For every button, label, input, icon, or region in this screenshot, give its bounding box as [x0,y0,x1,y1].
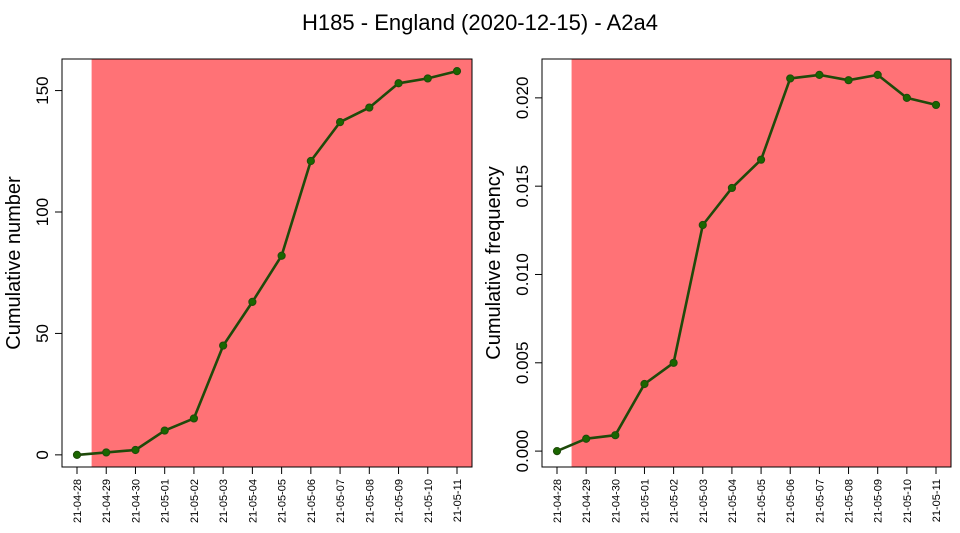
data-point [669,358,678,367]
y-tick-label: 50 [33,324,52,343]
plot-frame [61,58,473,468]
x-tick-label: 21-05-09 [873,479,885,523]
y-tick-label: 0 [33,450,52,459]
data-point [815,70,824,79]
x-tick-label: 21-04-29 [581,479,593,523]
x-tick-label: 21-05-01 [160,479,172,523]
x-tick-label: 21-05-03 [218,479,230,523]
x-tick-label: 21-05-01 [639,479,651,523]
y-tick-label: 150 [33,76,52,104]
x-tick-label: 21-04-30 [130,479,142,523]
x-tick-label: 21-05-09 [394,479,406,523]
shaded-region [571,59,951,467]
data-point [727,183,737,193]
data-point [306,156,315,166]
data-point [219,341,228,350]
data-point [552,447,562,456]
y-tick-label: 0.015 [513,165,532,208]
x-tick-label: 21-05-08 [364,479,376,523]
data-point [756,155,766,164]
plot-frame [541,58,952,468]
y-tick-label: 0.005 [513,342,532,385]
x-tick-label: 21-05-10 [902,479,914,523]
data-point [423,74,432,83]
x-tick-label: 21-05-04 [247,479,259,523]
cumulative-frequency-panel: 0.000 0.005 0.010 0.015 0.020 Cumulative freq… [483,58,952,523]
x-tick-label: 21-04-28 [72,479,84,523]
x-tick-label: 21-05-07 [814,479,826,523]
data-point [160,426,169,435]
x-tick-label: 21-05-07 [335,479,347,523]
data-point [582,434,591,443]
x-tick-label: 21-05-06 [785,479,797,523]
data-point [189,414,199,423]
data-point [698,220,707,230]
x-tick-label: 21-05-04 [727,479,739,523]
data-point [452,67,462,76]
data-point [931,100,941,110]
series-line [76,69,458,457]
data-point [844,76,853,85]
x-tick-label: 21-05-05 [756,479,768,523]
y-axis-label: Cumulative frequency [483,166,505,359]
data-point [365,103,374,112]
shaded-region [91,59,472,467]
y-tick-label: 0.010 [513,253,532,296]
data-point [394,79,403,88]
x-tick-label: 21-04-29 [101,479,113,523]
y-axis-label: Cumulative number [3,176,25,350]
data-point [72,450,82,459]
data-point [248,297,257,306]
y-tick-label: 0.000 [513,430,532,473]
x-tick-label: 21-04-30 [610,479,622,523]
data-point [335,118,345,127]
cumulative-number-panel: 0 50 100 150 Cumulative number 21-04-28 21-04-… [3,58,473,523]
chart-title: H185 - England (2020-12-15) - A2a4 [302,10,658,35]
y-tick-label: 100 [33,198,52,226]
x-tick-label: 21-05-02 [189,479,201,523]
data-point [640,379,649,389]
data-point [102,448,111,457]
x-tick-label: 21-05-08 [844,479,856,523]
x-tick-label: 21-05-11 [931,479,943,522]
x-tick-label: 21-05-10 [423,479,435,523]
x-tick-label: 21-05-03 [698,479,710,523]
data-point [873,70,882,79]
series-line [556,73,937,453]
x-tick-label: 21-05-02 [669,479,681,523]
data-point [786,74,795,83]
data-point [277,251,286,260]
data-point [902,93,911,102]
y-tick-label: 0.020 [513,77,532,120]
x-tick-label: 21-05-06 [306,479,318,523]
x-tick-label: 21-05-11 [452,479,464,522]
data-point [131,445,140,455]
data-point [611,431,620,440]
x-tick-label: 21-04-28 [552,479,564,523]
x-tick-label: 21-05-05 [277,479,289,523]
